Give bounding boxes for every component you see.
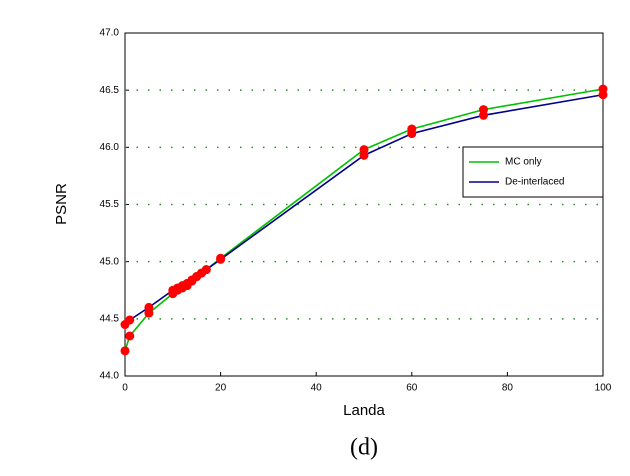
data-point [359, 150, 369, 160]
legend-label: De-interlaced [505, 177, 564, 188]
data-point [125, 331, 135, 341]
x-tick-label: 100 [595, 383, 612, 394]
y-tick-label: 46.5 [100, 85, 120, 96]
plot-frame [124, 32, 604, 377]
data-point [144, 302, 154, 312]
legend-box [462, 146, 604, 198]
y-tick-label: 44.0 [100, 371, 120, 382]
x-tick-label: 80 [502, 383, 514, 394]
x-tick-label: 0 [122, 383, 128, 394]
series-line [124, 93, 604, 326]
x-axis-title: Landa [343, 402, 385, 419]
data-point [598, 90, 608, 100]
y-tick-label: 46.0 [100, 142, 120, 153]
y-tick-label: 44.5 [100, 313, 120, 324]
data-point [201, 265, 211, 275]
x-tick-label: 20 [215, 383, 227, 394]
data-point [120, 346, 130, 356]
y-tick-label: 47.0 [100, 28, 120, 39]
y-tick-label: 45.5 [100, 199, 120, 210]
data-point [407, 129, 417, 139]
data-point [216, 254, 226, 264]
y-axis-title: PSNR [53, 183, 70, 225]
series-line [124, 88, 604, 352]
data-point [479, 110, 488, 120]
x-tick-label: 40 [311, 383, 323, 394]
x-tick-label: 60 [406, 383, 418, 394]
caption: (d) [350, 435, 378, 461]
legend-label: MC only [505, 157, 542, 168]
y-tick-label: 45.0 [100, 256, 120, 267]
data-point [125, 315, 135, 325]
